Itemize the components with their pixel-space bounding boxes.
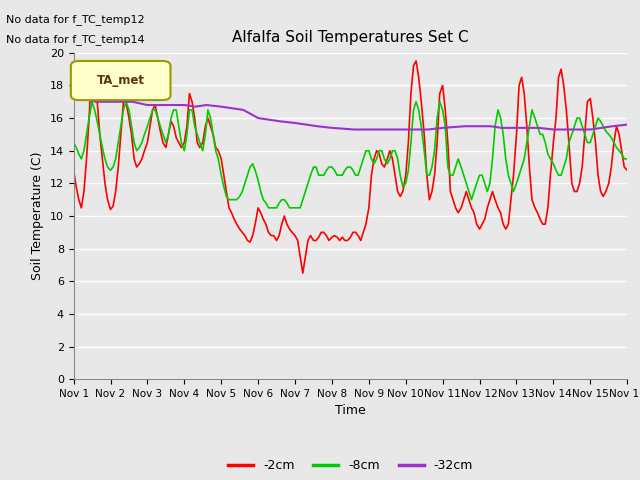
-32cm — [339, 126, 347, 132]
-8cm — [70, 140, 77, 145]
-2cm — [233, 221, 241, 227]
-32cm — [118, 99, 125, 105]
-32cm — [302, 122, 310, 128]
-32cm — [476, 123, 483, 129]
-2cm — [457, 205, 465, 211]
-8cm — [317, 172, 325, 178]
-32cm — [413, 127, 420, 132]
-8cm — [85, 115, 93, 121]
-32cm — [598, 125, 605, 131]
-2cm — [315, 234, 323, 240]
-32cm — [314, 123, 321, 129]
-8cm — [264, 205, 272, 211]
-32cm — [609, 123, 616, 129]
-8cm — [623, 156, 631, 162]
-32cm — [107, 99, 115, 105]
Title: Alfalfa Soil Temperatures Set C: Alfalfa Soil Temperatures Set C — [232, 30, 468, 45]
-32cm — [328, 125, 336, 131]
-32cm — [92, 99, 100, 105]
-32cm — [180, 102, 188, 108]
-32cm — [402, 127, 410, 132]
-32cm — [266, 117, 273, 122]
Line: -2cm: -2cm — [74, 61, 627, 273]
-32cm — [387, 127, 395, 132]
-32cm — [513, 125, 520, 131]
-32cm — [535, 125, 543, 131]
-32cm — [623, 122, 631, 128]
-32cm — [424, 127, 432, 132]
-32cm — [166, 102, 173, 108]
-32cm — [350, 127, 358, 132]
Text: TA_met: TA_met — [97, 74, 145, 87]
Text: No data for f_TC_temp14: No data for f_TC_temp14 — [6, 34, 145, 45]
X-axis label: Time: Time — [335, 405, 366, 418]
-32cm — [550, 127, 557, 132]
-2cm — [283, 221, 291, 227]
-32cm — [155, 102, 163, 108]
-32cm — [228, 106, 236, 111]
-32cm — [572, 127, 579, 132]
-32cm — [203, 102, 211, 108]
-32cm — [254, 115, 262, 121]
-32cm — [218, 104, 225, 109]
-32cm — [487, 123, 495, 129]
-32cm — [461, 123, 468, 129]
-32cm — [143, 102, 151, 108]
-32cm — [365, 127, 372, 132]
-8cm — [236, 193, 244, 199]
-32cm — [586, 127, 594, 132]
-32cm — [291, 120, 299, 126]
-32cm — [561, 127, 568, 132]
-2cm — [85, 115, 93, 121]
Legend: -2cm, -8cm, -32cm: -2cm, -8cm, -32cm — [223, 455, 478, 478]
-32cm — [239, 107, 247, 113]
-32cm — [450, 124, 458, 130]
-2cm — [299, 270, 307, 276]
Y-axis label: Soil Temperature (C): Soil Temperature (C) — [31, 152, 44, 280]
-32cm — [70, 92, 77, 98]
Line: -32cm: -32cm — [74, 95, 627, 130]
Text: No data for f_TC_temp12: No data for f_TC_temp12 — [6, 14, 145, 25]
-8cm — [457, 164, 465, 170]
-32cm — [81, 96, 88, 101]
-2cm — [576, 180, 584, 186]
-2cm — [623, 168, 631, 173]
-2cm — [412, 58, 420, 64]
-8cm — [288, 205, 296, 211]
-8cm — [88, 99, 96, 105]
-8cm — [576, 115, 584, 121]
FancyBboxPatch shape — [71, 61, 170, 100]
-32cm — [376, 127, 384, 132]
-2cm — [70, 168, 77, 173]
-32cm — [191, 104, 199, 109]
-32cm — [498, 125, 506, 131]
-32cm — [276, 119, 284, 124]
-32cm — [129, 99, 136, 105]
-32cm — [524, 125, 531, 131]
Line: -8cm: -8cm — [74, 102, 627, 208]
-32cm — [439, 125, 447, 131]
